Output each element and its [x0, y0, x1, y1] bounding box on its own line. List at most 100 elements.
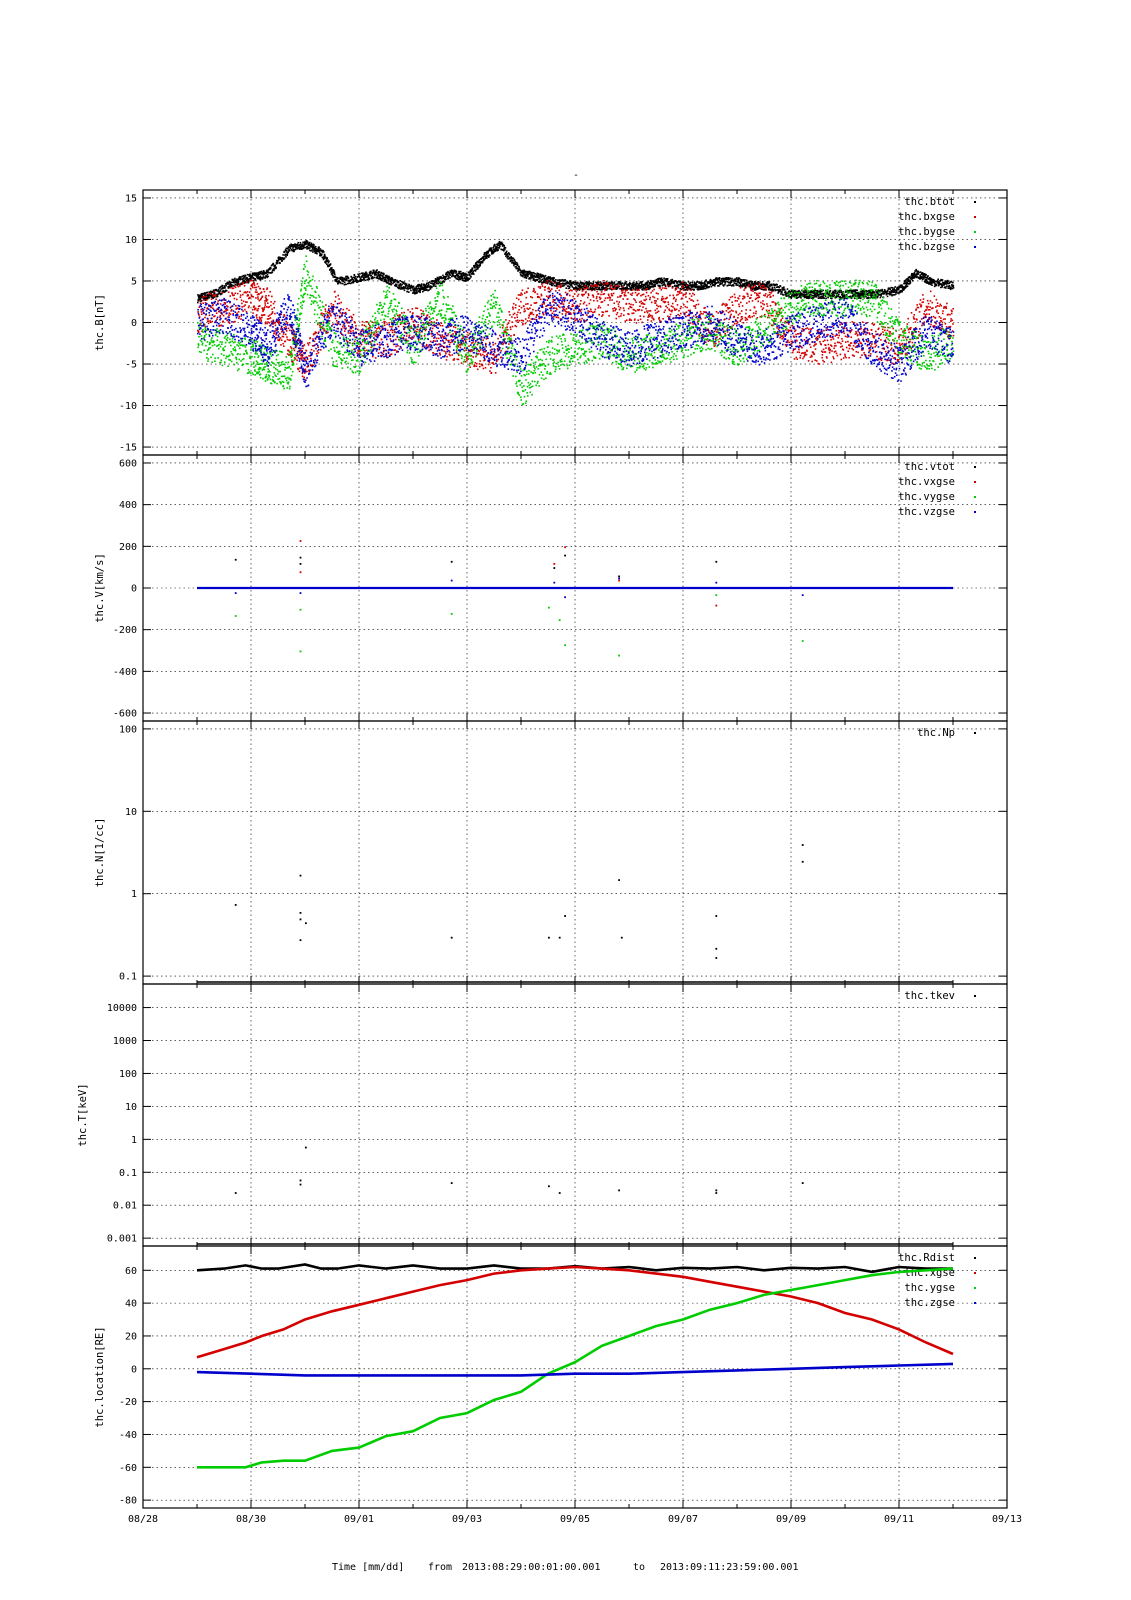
data-point: [619, 281, 622, 284]
data-point: [203, 295, 206, 298]
data-point: [595, 281, 597, 284]
data-point: [949, 287, 951, 290]
data-point: [308, 243, 311, 246]
data-point: [820, 290, 823, 293]
data-point: [925, 273, 927, 276]
data-point: [801, 292, 803, 295]
data-point: [345, 283, 347, 286]
data-point: [548, 280, 551, 283]
data-point: [733, 282, 735, 284]
data-point: [308, 247, 310, 250]
data-point: [909, 282, 912, 284]
data-point: [365, 330, 368, 332]
data-point: [339, 312, 342, 314]
data-point: [369, 326, 371, 329]
data-point: [432, 280, 434, 282]
data-point: [825, 297, 827, 300]
data-point: [562, 285, 564, 287]
data-point: [928, 283, 931, 285]
data-point: [793, 295, 795, 298]
data-point: [360, 280, 362, 282]
data-point: [738, 282, 741, 284]
data-point: [858, 295, 861, 298]
data-point: [804, 289, 806, 291]
data-point: [219, 286, 221, 289]
data-point: [947, 280, 949, 282]
data-point: [726, 284, 729, 287]
data-point: [474, 266, 476, 269]
data-point: [537, 272, 540, 275]
data-point: [364, 325, 367, 328]
data-point: [216, 295, 219, 298]
data-point: [324, 310, 327, 312]
data-point: [746, 279, 748, 282]
data-point: [272, 319, 275, 322]
data-point: [414, 289, 417, 291]
data-point: [939, 279, 942, 282]
data-point: [900, 291, 902, 293]
data-point: [921, 276, 923, 279]
data-point: [304, 368, 307, 371]
data-point: [273, 300, 276, 303]
data-point: [680, 283, 682, 286]
data-point: [375, 331, 378, 334]
data-point: [399, 314, 401, 316]
data-point: [363, 355, 365, 358]
data-point: [452, 272, 455, 275]
data-point: [472, 271, 474, 274]
data-point: [272, 321, 274, 324]
data-point: [743, 280, 746, 282]
data-point: [336, 314, 339, 317]
data-point: [937, 281, 940, 283]
data-point: [299, 241, 302, 244]
data-point: [399, 279, 401, 282]
data-point: [283, 258, 285, 261]
data-point: [505, 251, 507, 254]
data-point: [378, 348, 381, 351]
data-point: [902, 285, 904, 288]
data-point: [839, 291, 841, 294]
data-point: [818, 291, 820, 293]
data-point: [890, 293, 892, 296]
data-point: [799, 291, 802, 294]
data-point: [485, 342, 487, 345]
data-point: [327, 265, 329, 268]
data-point: [702, 282, 704, 284]
data-point: [501, 248, 503, 251]
data-point: [447, 333, 450, 335]
data-point: [637, 286, 640, 289]
data-point: [502, 244, 505, 246]
data-point: [553, 277, 555, 279]
data-point: [299, 339, 302, 341]
data-point: [232, 287, 235, 290]
data-point: [452, 333, 454, 335]
data-point: [824, 295, 827, 297]
data-point: [423, 318, 426, 320]
data-point: [233, 321, 235, 323]
data-point: [495, 245, 497, 248]
data-point: [504, 331, 507, 333]
data-point: [851, 292, 853, 294]
data-point: [481, 363, 483, 366]
data-point: [271, 312, 274, 314]
data-point: [288, 354, 290, 356]
data-point: [771, 284, 773, 287]
data-point: [477, 267, 479, 270]
data-point: [451, 354, 453, 356]
data-point: [445, 278, 447, 281]
data-point: [256, 309, 259, 312]
data-point: [370, 346, 372, 349]
data-point: [521, 274, 524, 277]
data-point: [748, 280, 750, 283]
data-point: [457, 345, 459, 348]
data-point: [222, 314, 225, 317]
data-point: [366, 278, 369, 281]
data-point: [785, 294, 788, 297]
data-point: [340, 282, 342, 285]
data-point: [277, 339, 279, 341]
data-point: [305, 349, 308, 352]
data-point: [903, 286, 906, 288]
data-point: [568, 287, 571, 289]
data-point: [915, 268, 917, 271]
data-point: [861, 289, 864, 292]
